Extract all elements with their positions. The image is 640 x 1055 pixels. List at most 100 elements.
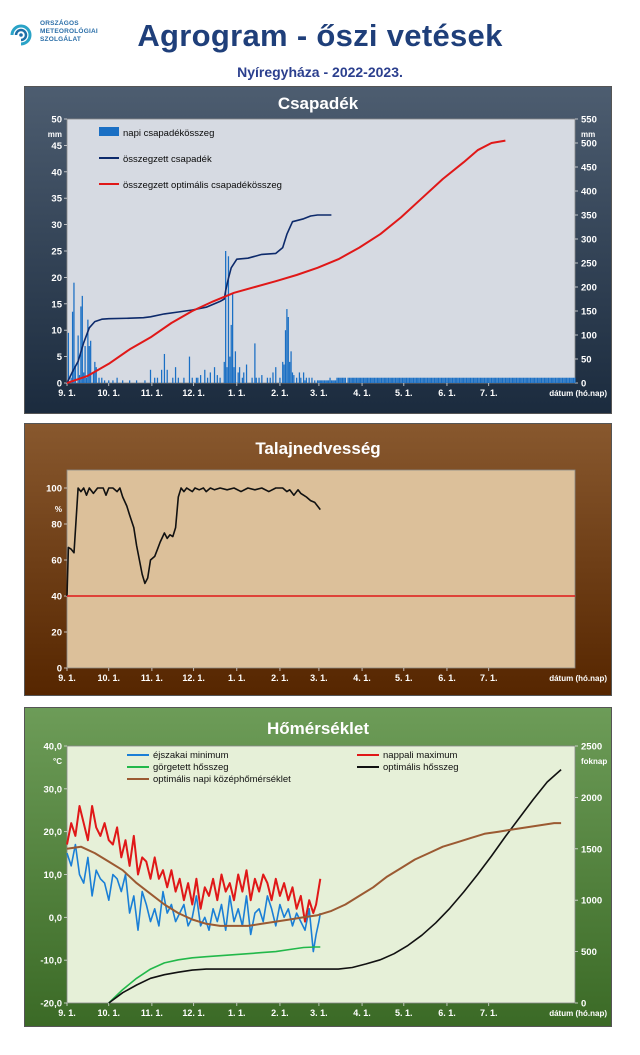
precip-bar xyxy=(329,377,331,383)
precip-bar xyxy=(521,377,523,383)
precip-bar xyxy=(144,380,146,383)
precip-bar xyxy=(483,377,486,383)
precip-bar xyxy=(227,256,230,383)
y-tick-label: 30 xyxy=(51,220,62,231)
precip-bar xyxy=(364,377,366,383)
precip-bar xyxy=(493,377,495,383)
y2-tick-label: 350 xyxy=(581,211,597,222)
precip-bar xyxy=(504,377,507,383)
precip-bar xyxy=(481,377,483,383)
precip-bar xyxy=(444,377,447,383)
y2-tick-label: 0 xyxy=(581,379,586,390)
precip-bar xyxy=(70,377,72,383)
chart-title: Csapadék xyxy=(278,94,359,113)
precip-bar xyxy=(415,377,417,383)
precip-bar xyxy=(419,377,422,383)
y-tick-label: 30,0 xyxy=(44,784,63,795)
precip-bar xyxy=(549,377,551,383)
x-tick-label: 12. 1. xyxy=(182,1008,205,1018)
x-tick-label: 4. 1. xyxy=(353,388,371,398)
precip-bar xyxy=(510,377,512,383)
precip-bar xyxy=(556,377,558,383)
precip-bar xyxy=(314,380,316,383)
precip-bar xyxy=(567,377,569,383)
precip-bar xyxy=(412,377,415,383)
precip-bar xyxy=(305,377,308,383)
precip-bar xyxy=(230,324,232,383)
precip-bar xyxy=(399,377,401,383)
precip-bar xyxy=(334,380,337,383)
precip-bar xyxy=(216,375,218,383)
precip-bar xyxy=(92,372,95,383)
precip-bar xyxy=(341,377,344,383)
precip-bar xyxy=(108,380,110,383)
y2-axis-label: mm xyxy=(581,130,595,139)
x-tick-label: 10. 1. xyxy=(97,388,120,398)
precip-bar xyxy=(560,377,562,383)
series-line-2 xyxy=(66,139,506,384)
precip-bar xyxy=(223,361,225,383)
precip-bar xyxy=(98,377,100,383)
precip-bar xyxy=(343,377,345,383)
precip-bar xyxy=(535,377,537,383)
precip-bar xyxy=(177,377,179,383)
precip-bar xyxy=(479,377,481,383)
precip-bar xyxy=(408,377,411,383)
logo-swirl-icon xyxy=(10,24,32,46)
precip-bar xyxy=(269,377,271,383)
precip-bar xyxy=(513,377,515,383)
precip-bar xyxy=(472,377,475,383)
org-line: SZOLGÁLAT xyxy=(40,36,82,43)
precip-bar xyxy=(238,367,241,383)
precip-bar xyxy=(369,377,372,383)
x-tick-label: 1. 1. xyxy=(228,388,246,398)
precip-bar xyxy=(368,377,370,383)
y2-tick-label: 1500 xyxy=(581,844,602,855)
precip-bar xyxy=(429,377,431,383)
precip-bar xyxy=(540,377,543,383)
precip-bar xyxy=(574,377,576,383)
y2-tick-label: 300 xyxy=(581,235,597,246)
y2-tick-label: 150 xyxy=(581,307,597,318)
precip-bar xyxy=(451,377,454,383)
precip-bar xyxy=(422,377,424,383)
precip-bar xyxy=(296,377,298,383)
series-line-0 xyxy=(66,487,321,597)
y-tick-label: 50 xyxy=(51,115,62,126)
chart-svg: Talajnedvesség 0 20 40 60 80 100% 9. 1. 10. 1. 11… xyxy=(25,424,611,695)
precip-bar xyxy=(559,377,561,383)
precip-bar xyxy=(383,377,385,383)
x-tick-label: 5. 1. xyxy=(395,388,413,398)
precip-bar xyxy=(255,377,257,383)
x-axis-label: dátum (hó.nap) xyxy=(549,1009,607,1018)
precip-bar xyxy=(380,377,383,383)
precip-bar xyxy=(450,377,452,383)
y-tick-label: 25 xyxy=(51,247,62,258)
precip-bar xyxy=(426,377,429,383)
precip-bar xyxy=(103,380,106,383)
precip-bar xyxy=(204,369,206,383)
precip-bar xyxy=(431,377,433,383)
precip-bar xyxy=(266,377,269,383)
y-tick-label: 0 xyxy=(57,664,62,675)
y2-tick-label: 200 xyxy=(581,283,597,294)
precip-bar xyxy=(400,377,402,383)
precip-bar xyxy=(534,377,536,383)
x-tick-label: 10. 1. xyxy=(97,673,120,683)
precip-bar xyxy=(390,377,392,383)
precip-bar xyxy=(258,377,260,383)
plot-area xyxy=(66,469,576,669)
x-tick-label: 6. 1. xyxy=(438,1008,456,1018)
precip-bar xyxy=(360,377,362,383)
x-tick-label: 7. 1. xyxy=(480,673,498,683)
precip-bar xyxy=(219,377,221,383)
precip-bar xyxy=(80,306,82,383)
x-tick-label: 7. 1. xyxy=(480,388,498,398)
precip-bar xyxy=(417,377,419,383)
precip-bar xyxy=(433,377,436,383)
precip-bar xyxy=(394,377,397,383)
precip-bar xyxy=(243,372,245,383)
precip-bar xyxy=(231,293,234,383)
precip-bar xyxy=(209,372,211,383)
precip-bar xyxy=(378,377,380,383)
